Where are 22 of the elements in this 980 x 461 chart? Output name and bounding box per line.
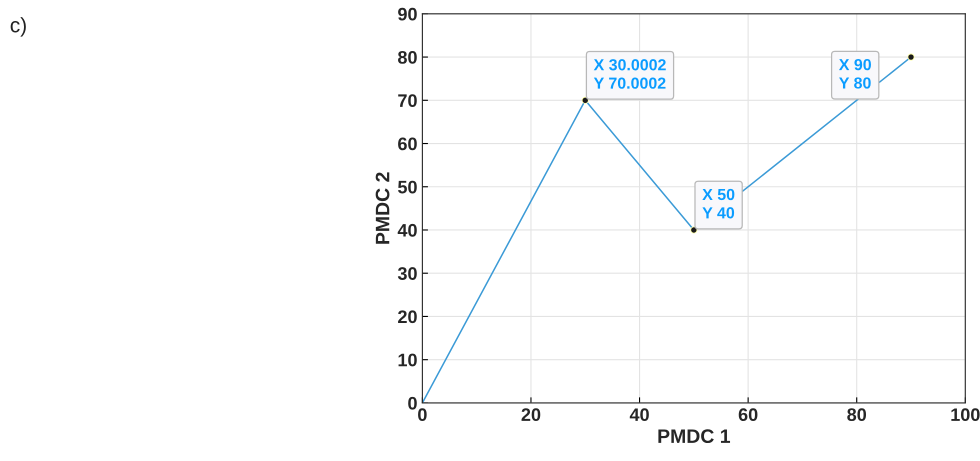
y-tick-label: 90 [398, 8, 417, 21]
x-tick-label: 80 [847, 408, 866, 422]
text: c) [10, 17, 26, 37]
y-tick-label: 80 [398, 50, 417, 64]
annotation: X 30.0002 Y 70.0002 [594, 59, 666, 89]
y-tick-label: 40 [398, 224, 417, 237]
x-axis-title: PMDC 1 [658, 429, 730, 444]
annotation: X 50 Y 40 [702, 188, 734, 218]
y-tick-label: 10 [398, 354, 417, 366]
y-axis-title: PMDC 2 [376, 172, 390, 244]
x-tick-label: 0 [418, 408, 427, 422]
x-tick-label: 100 [951, 408, 980, 422]
annotation: X 90 Y 80 [838, 58, 871, 89]
y-tick-label: 50 [398, 180, 417, 194]
y-tick-label: 30 [398, 267, 417, 280]
x-tick-label: 20 [522, 408, 540, 422]
x-tick-label: 60 [738, 408, 758, 422]
y-tick-label: 0 [408, 396, 417, 410]
y-tick-label: 20 [398, 310, 417, 324]
x-tick-label: 40 [630, 408, 649, 422]
y-tick-label: 60 [398, 137, 417, 150]
y-tick-label: 70 [398, 94, 417, 108]
